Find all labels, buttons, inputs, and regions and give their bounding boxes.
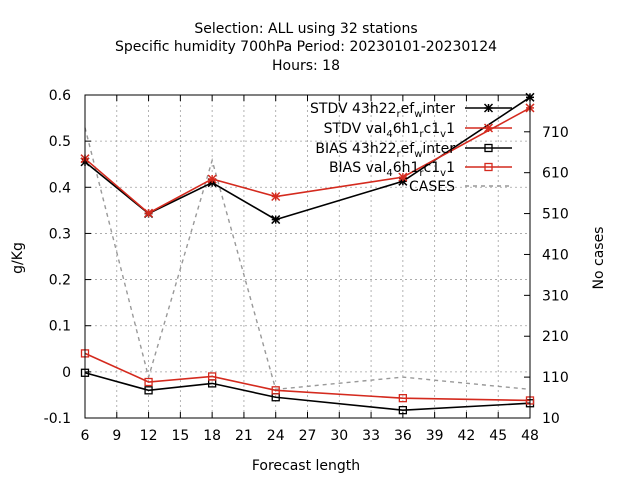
y-tick-label: 0.2 <box>49 273 71 289</box>
x-tick-label: 21 <box>235 428 253 444</box>
legend-label: STDV val46h1rc1v1 <box>324 121 455 140</box>
series-line <box>84 352 531 402</box>
x-tick-label: 39 <box>426 428 444 444</box>
legend-marker <box>484 143 493 153</box>
series-2 <box>80 368 535 415</box>
y-axis-ticks: -0.1 0 0.1 0.2 0.3 0.4 0.5 0.6 <box>44 88 91 427</box>
y-tick-label: 0 <box>62 365 71 381</box>
legend-entry: STDV 43h22refwinter <box>310 101 512 120</box>
legend-label: BIAS val46h1rc1v1 <box>329 160 455 179</box>
series-1 <box>80 103 535 218</box>
y2-tick-label: 510 <box>542 207 569 223</box>
legend-marker <box>483 123 494 133</box>
data-point <box>271 386 280 395</box>
legend-entry: BIAS 43h22refwinter <box>315 141 512 160</box>
chart-title-line-2: Specific humidity 700hPa Period: 2023010… <box>115 39 497 55</box>
series-4 <box>84 127 531 391</box>
x-tick-label: 45 <box>489 428 507 444</box>
legend-label: STDV 43h22refwinter <box>310 101 455 120</box>
series-line <box>84 107 531 215</box>
x-tick-label: 12 <box>140 428 158 444</box>
legend-label: BIAS 43h22refwinter <box>315 141 455 160</box>
legend-marker <box>483 103 494 113</box>
y2-tick-label: 710 <box>542 125 569 141</box>
data-point <box>398 172 408 182</box>
y2-tick-label: 10 <box>542 411 560 427</box>
y-tick-label: 0.5 <box>49 134 71 150</box>
x-tick-label: 18 <box>203 428 221 444</box>
data-point <box>271 215 281 225</box>
data-point <box>271 191 281 202</box>
legend-label: CASES <box>409 179 455 195</box>
y2-tick-label: 210 <box>542 329 569 345</box>
x-tick-label: 33 <box>362 428 380 444</box>
data-point <box>398 406 408 415</box>
chart-title-line-3: Hours: 18 <box>272 58 340 74</box>
data-point <box>144 377 153 387</box>
x-axis-ticks: 6 9 12 15 18 21 24 27 30 33 36 39 42 45 48 <box>81 95 539 444</box>
plot-frame <box>84 94 531 419</box>
y2-axis-ticks: 10 110 210 310 410 510 610 710 <box>524 125 569 427</box>
legend-marker <box>484 162 493 172</box>
x-tick-label: 15 <box>171 428 189 444</box>
y-tick-label: 0.6 <box>49 88 71 104</box>
legend-entry: CASES <box>409 179 512 195</box>
y-tick-label: -0.1 <box>44 411 71 427</box>
data-point <box>144 208 154 218</box>
y-axis-label: g/Kg <box>10 242 26 274</box>
data-point <box>207 174 217 184</box>
data-point <box>398 394 408 403</box>
chart-title-line-1: Selection: ALL using 32 stations <box>194 21 417 37</box>
y2-tick-label: 610 <box>542 166 569 182</box>
x-tick-label: 42 <box>458 428 476 444</box>
y-tick-label: 0.4 <box>49 180 71 196</box>
x-tick-label: 6 <box>81 428 90 444</box>
data-point <box>207 372 217 381</box>
series-0 <box>80 92 535 225</box>
legend-entry: STDV val46h1rc1v1 <box>324 121 512 140</box>
y2-axis-label: No cases <box>591 227 607 290</box>
legend-entry: BIAS val46h1rc1v1 <box>329 160 512 179</box>
x-axis-label: Forecast length <box>252 458 360 474</box>
x-tick-label: 27 <box>299 428 317 444</box>
grid <box>85 95 530 418</box>
y2-tick-label: 310 <box>542 288 569 304</box>
y2-tick-label: 110 <box>542 370 569 386</box>
series-layer <box>80 92 535 415</box>
x-tick-label: 24 <box>267 428 285 444</box>
series-line <box>84 127 531 391</box>
x-tick-label: 48 <box>521 428 539 444</box>
y-tick-label: 0.3 <box>49 226 71 242</box>
x-tick-label: 30 <box>330 428 348 444</box>
series-line <box>84 372 531 411</box>
y2-tick-label: 410 <box>542 247 569 263</box>
chart-title: Selection: ALL using 32 stations Specifi… <box>115 21 497 74</box>
x-tick-label: 36 <box>394 428 412 444</box>
data-point <box>144 386 153 395</box>
x-tick-label: 9 <box>112 428 121 444</box>
y-tick-label: 0.1 <box>49 319 71 335</box>
